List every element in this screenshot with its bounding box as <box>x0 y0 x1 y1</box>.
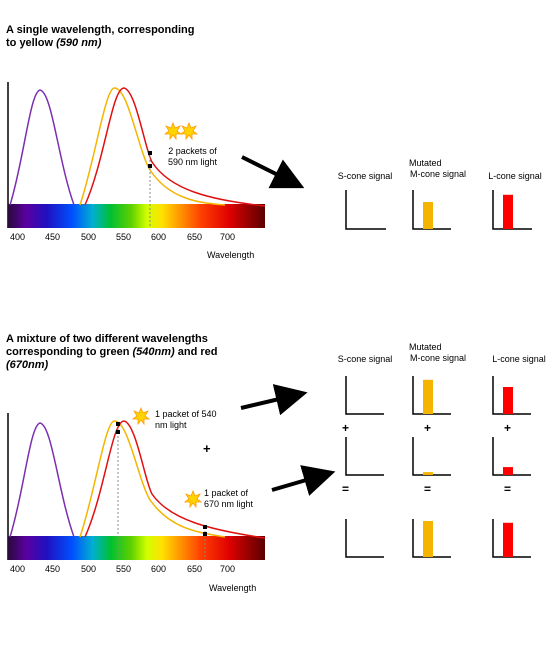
axis-tick: 600 <box>151 564 167 574</box>
panel2-axis-label: Wavelength <box>209 583 257 593</box>
panel1-packet-label: 2 packets of 590 nm light <box>168 146 218 167</box>
axis-tick: 600 <box>151 232 167 242</box>
panel2-red-l-point <box>203 532 207 536</box>
sun-icon <box>183 489 203 509</box>
axis-tick: 500 <box>81 564 97 574</box>
sun-icon <box>131 406 151 426</box>
panel1-l-cone-curve <box>84 87 266 207</box>
equals-sign: = <box>504 482 512 496</box>
panel2-m-cone-label: Mutated M-cone signal <box>409 342 467 363</box>
panel2-row2-l-cone-chart-axes <box>492 437 531 476</box>
panel2-row3-m-cone-bar <box>423 521 433 557</box>
panel2-heading-line1: A mixture of two different wavelengths <box>6 333 208 345</box>
panel1-s-cone-curve <box>9 89 75 206</box>
panel2-photon-packets <box>131 406 203 509</box>
panel1-heading-line1: A single wavelength, corresponding <box>6 24 195 36</box>
panel1-heading: A single wavelength, corresponding to ye… <box>6 24 194 50</box>
panel2-spectrum-plot <box>7 413 266 560</box>
panel2-heading-line2: corresponding to green (540nm) and red <box>6 346 218 358</box>
panel1-l-intersection-point <box>148 164 152 168</box>
panel2-spectrum-bar <box>8 536 265 560</box>
panel2-row3-l-cone-chart-axes <box>492 519 531 558</box>
panel2-signal-charts <box>345 376 531 558</box>
panel2-packet2-label: 1 packet of 670 nm light <box>204 488 254 509</box>
axis-tick: 650 <box>187 564 203 574</box>
panel2-row1-s-cone-chart-axes <box>345 376 384 415</box>
panel1-spectrum-plot <box>7 82 266 228</box>
axis-tick: 450 <box>45 564 61 574</box>
sun-icon <box>179 121 199 141</box>
sun-icon <box>163 121 183 141</box>
panel1-l-cone-label: L-cone signal <box>488 171 542 181</box>
panel2-row2-l-cone-bar <box>503 467 513 475</box>
panel2-arrow-bottom <box>271 465 336 496</box>
panel2-l-cone-label: L-cone signal <box>492 354 546 364</box>
panel1-heading-line2: to yellow (590 nm) <box>6 37 102 49</box>
panel2-l-cone-curve <box>84 420 266 539</box>
axis-tick: 450 <box>45 232 61 242</box>
panel2-row1-m-cone-bar <box>423 379 433 414</box>
panel2-plus-sign: + <box>203 441 211 456</box>
panel2-heading-line3: (670nm) <box>6 359 49 371</box>
panel2-s-cone-curve <box>9 422 75 538</box>
panel1-signal-charts <box>345 190 532 230</box>
equals-sign: = <box>342 482 350 496</box>
panel2-row2-m-cone-chart-axes <box>412 437 451 476</box>
panel2-m-cone-curve <box>79 420 226 538</box>
plus-sign: + <box>342 421 350 435</box>
panel2-row3-l-cone-bar <box>503 522 513 557</box>
panel2-row1-l-cone-bar <box>503 387 513 414</box>
plus-sign: + <box>504 421 512 435</box>
axis-tick: 500 <box>81 232 97 242</box>
panel2-row3-m-cone-chart-axes <box>412 519 451 558</box>
panel1-arrow <box>241 155 305 189</box>
panel2-row3-s-cone-chart-axes <box>345 519 384 558</box>
axis-tick: 550 <box>116 232 132 242</box>
axis-tick: 550 <box>116 564 132 574</box>
panel1-m-cone-label: Mutated M-cone signal <box>409 158 467 179</box>
panel2-heading: A mixture of two different wavelengths c… <box>6 333 218 372</box>
panel1-s-cone-label: S-cone signal <box>337 171 393 181</box>
panel1-m-cone-bar <box>423 202 433 229</box>
panel2-packet1-label: 1 packet of 540 nm light <box>155 409 217 430</box>
panel2-row1-l-cone-chart-axes <box>492 376 531 415</box>
axis-tick: 400 <box>10 564 26 574</box>
panel2-green-l-point <box>116 430 120 434</box>
equals-sign: = <box>424 482 432 496</box>
axis-tick: 700 <box>220 564 236 574</box>
panel2-row2-s-cone-chart-axes <box>345 437 384 476</box>
panel2-row2-m-cone-bar <box>423 472 433 475</box>
panel1-l-cone-chart-axes <box>492 190 532 230</box>
panel1-spectrum-bar <box>8 204 265 228</box>
panel1-s-cone-chart-axes <box>345 190 386 230</box>
axis-tick: 400 <box>10 232 26 242</box>
panel1-m-cone-chart-axes <box>412 190 451 230</box>
panel2-row1-m-cone-chart-axes <box>412 376 451 415</box>
panel2-s-cone-label: S-cone signal <box>337 354 393 364</box>
panel2-red-m-point <box>203 525 207 529</box>
panel2-green-m-point <box>116 422 120 426</box>
plus-sign: + <box>424 421 432 435</box>
axis-tick: 700 <box>220 232 236 242</box>
panel1-m-cone-curve <box>79 87 226 206</box>
panel1-l-cone-bar <box>503 194 513 229</box>
panel1-m-intersection-point <box>148 151 152 155</box>
panel1-photon-packets <box>163 121 199 141</box>
axis-tick: 650 <box>187 232 203 242</box>
panel2-arrow-top <box>240 384 308 416</box>
panel1-axis-label: Wavelength <box>207 250 255 260</box>
